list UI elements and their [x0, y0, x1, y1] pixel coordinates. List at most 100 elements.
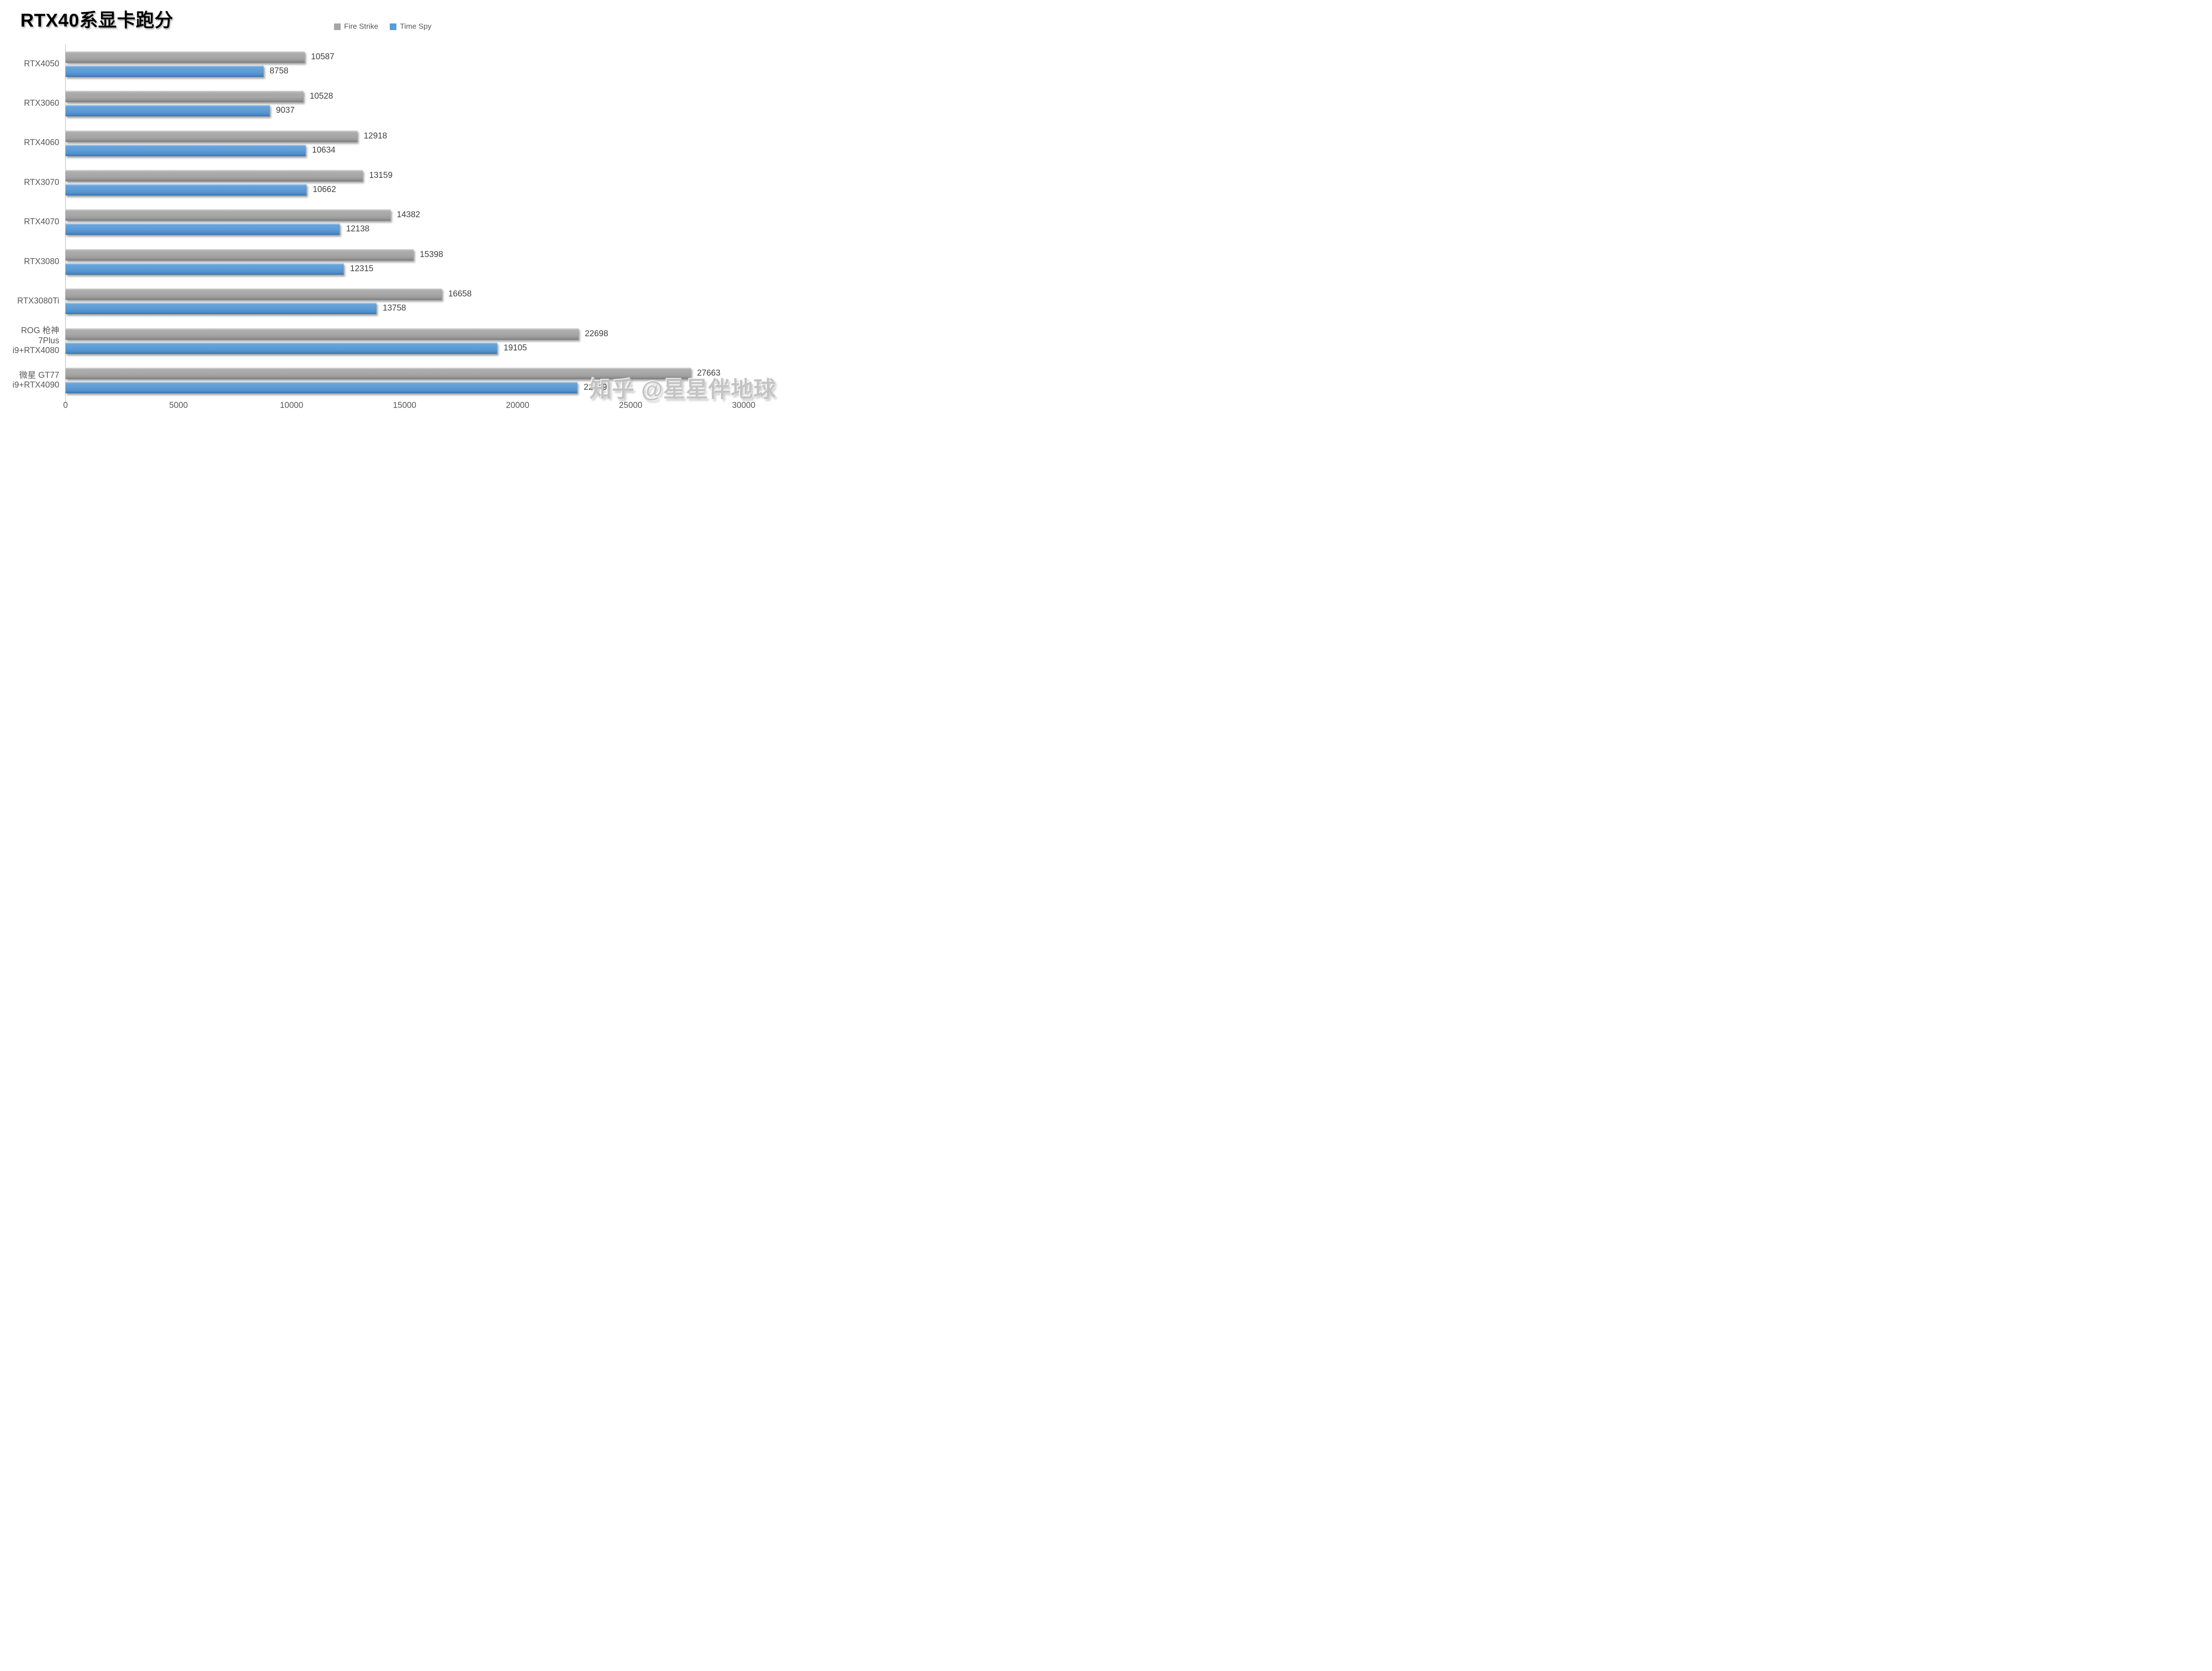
fire-strike-bar	[65, 288, 442, 300]
value-label: 9037	[276, 106, 295, 115]
time-spy-bar	[65, 303, 377, 315]
value-label: 10634	[312, 145, 336, 155]
bar-rows: RTX4050 10587 8758 RTX3060 10528 9037 RTX4060 1…	[0, 44, 744, 400]
x-tick-label: 10000	[280, 401, 303, 410]
fire-strike-bar-line: 13159	[65, 170, 744, 182]
category-label: RTX3080	[24, 257, 59, 266]
category-label: ROG 枪神7Plus i9+RTX4080	[12, 326, 59, 355]
fire-strike-bar	[65, 51, 305, 63]
bar-group: 16658 13758	[65, 282, 744, 321]
bar-group: 27663 22649	[65, 361, 744, 400]
fire-strike-bar	[65, 130, 358, 142]
fire-strike-bar-line: 14382	[65, 209, 744, 221]
value-label: 13758	[383, 303, 406, 313]
legend-item-fire-strike: Fire Strike	[334, 22, 378, 31]
x-tick-label: 0	[63, 401, 68, 410]
value-label: 22649	[584, 383, 607, 392]
bar-group: 15398 12315	[65, 242, 744, 281]
value-label: 15398	[419, 250, 443, 259]
value-label: 8758	[269, 66, 288, 76]
category-label: RTX3060	[24, 98, 59, 108]
value-label: 19105	[503, 343, 527, 353]
fire-strike-bar	[65, 209, 391, 221]
fire-strike-bar	[65, 249, 414, 261]
fire-strike-bar	[65, 91, 303, 103]
chart-row: ROG 枪神7Plus i9+RTX4080 22698 19105	[0, 321, 744, 361]
time-spy-bar-line: 22649	[65, 382, 744, 394]
bar-group: 14382 12138	[65, 203, 744, 242]
time-spy-bar-line: 10634	[65, 144, 744, 156]
value-label: 13159	[369, 171, 393, 181]
fire-strike-bar	[65, 368, 691, 380]
fire-strike-bar-line: 10528	[65, 91, 744, 103]
chart-row: RTX3080Ti 16658 13758	[0, 282, 744, 321]
value-label: 16658	[448, 289, 472, 299]
value-label: 22698	[584, 329, 608, 338]
fire-strike-bar	[65, 170, 363, 182]
watermark-text: 知乎 @星星伴地球	[589, 377, 776, 402]
time-spy-bar	[65, 65, 264, 77]
time-spy-bar-line: 10662	[65, 184, 744, 196]
time-spy-bar-line: 12315	[65, 263, 744, 275]
time-spy-bar-line: 19105	[65, 342, 744, 354]
fire-strike-bar	[65, 328, 579, 340]
bar-group: 13159 10662	[65, 163, 744, 202]
value-label: 12918	[364, 131, 387, 141]
x-axis-labels: 0 5000 10000 15000 20000 25000 30000	[0, 401, 793, 414]
chart-row: 微星 GT77 i9+RTX4090 27663 22649	[0, 361, 744, 400]
bar-group: 12918 10634	[65, 123, 744, 163]
time-spy-bar	[65, 184, 307, 196]
time-spy-swatch-icon	[390, 23, 397, 30]
time-spy-bar-line: 9037	[65, 105, 744, 117]
chart-row: RTX3060 10528 9037	[0, 84, 744, 123]
fire-strike-bar-line: 16658	[65, 288, 744, 300]
value-label: 12315	[350, 264, 374, 273]
time-spy-bar-line: 13758	[65, 303, 744, 315]
fire-strike-bar-line: 10587	[65, 51, 744, 63]
value-label: 10528	[309, 92, 333, 101]
time-spy-bar	[65, 342, 498, 354]
time-spy-bar-line: 8758	[65, 65, 744, 77]
x-tick-label: 30000	[732, 401, 756, 410]
x-tick-label: 20000	[506, 401, 530, 410]
chart-row: RTX3070 13159 10662	[0, 163, 744, 202]
chart-row: RTX4060 12918 10634	[0, 123, 744, 163]
time-spy-bar	[65, 382, 578, 394]
category-label: RTX4070	[24, 217, 59, 227]
legend-item-time-spy: Time Spy	[390, 22, 431, 31]
fire-strike-bar-line: 22698	[65, 328, 744, 340]
time-spy-bar	[65, 144, 306, 156]
value-label: 10587	[311, 52, 334, 61]
x-tick-label: 15000	[393, 401, 416, 410]
value-label: 14382	[396, 210, 420, 220]
chart-row: RTX4070 14382 12138	[0, 203, 744, 242]
time-spy-bar-line: 12138	[65, 223, 744, 235]
time-spy-bar	[65, 105, 270, 117]
category-label: RTX4050	[24, 59, 59, 69]
fire-strike-bar-line: 12918	[65, 130, 744, 142]
bar-group: 10587 8758	[65, 44, 744, 84]
chart-row: RTX3080 15398 12315	[0, 242, 744, 281]
value-label: 27663	[697, 369, 721, 378]
legend-label-time-spy: Time Spy	[400, 22, 432, 31]
fire-strike-swatch-icon	[334, 23, 341, 30]
category-label: 微星 GT77 i9+RTX4090	[12, 370, 59, 390]
category-label: RTX3070	[24, 177, 59, 187]
time-spy-bar	[65, 263, 344, 275]
bar-group: 22698 19105	[65, 321, 744, 361]
legend: Fire Strike Time Spy	[0, 22, 793, 31]
x-tick-label: 25000	[619, 401, 642, 410]
chart-row: RTX4050 10587 8758	[0, 44, 744, 84]
bar-group: 10528 9037	[65, 84, 744, 123]
legend-label-fire-strike: Fire Strike	[344, 22, 379, 31]
value-label: 10662	[312, 185, 336, 195]
page-title: RTX40系显卡跑分	[20, 10, 173, 31]
fire-strike-bar-line: 15398	[65, 249, 744, 261]
time-spy-bar	[65, 223, 340, 235]
x-tick-label: 5000	[169, 401, 188, 410]
value-label: 12138	[346, 224, 370, 234]
chart-canvas: RTX40系显卡跑分 Fire Strike Time Spy RTX4050 1…	[0, 0, 793, 418]
category-label: RTX3080Ti	[17, 296, 59, 306]
fire-strike-bar-line: 27663	[65, 368, 744, 380]
category-label: RTX4060	[24, 138, 59, 148]
